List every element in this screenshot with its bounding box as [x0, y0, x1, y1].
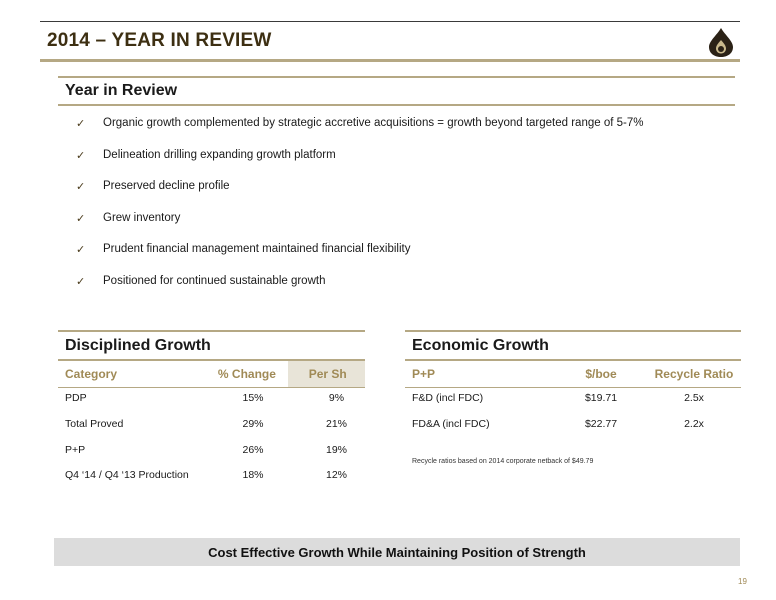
table-row: Q4 ‘14 / Q4 ‘13 Production 18% 12% [58, 462, 375, 488]
dg-header-row: Category % Change Per Sh [58, 361, 365, 387]
bullet-text: Organic growth complemented by strategic… [103, 117, 644, 129]
checkmark-icon: ✓ [76, 149, 86, 162]
table-cell: 29% [242, 418, 264, 430]
column-header: Recycle Ratio [654, 367, 734, 381]
column-header: Per Sh [308, 367, 347, 381]
dg-title: Disciplined Growth [65, 337, 211, 354]
column-header: $/boe [585, 367, 617, 381]
eg-header-rule [405, 387, 741, 388]
checkmark-icon: ✓ [76, 244, 86, 256]
page-number: 19 [738, 577, 747, 586]
column-header: Category [65, 367, 118, 381]
checkmark-icon: ✓ [76, 181, 86, 193]
bullet-text: Grew inventory [103, 211, 181, 224]
table-cell: 12% [325, 469, 347, 481]
table-cell: 9% [328, 392, 345, 404]
table-cell: $22.77 [584, 418, 618, 430]
table-cell: F&D (incl FDC) [412, 392, 484, 404]
table-cell: 2.5x [684, 392, 704, 404]
bullet-text: Preserved decline profile [103, 180, 230, 192]
oil-drop-logo-icon [709, 28, 733, 57]
table-cell: 26% [242, 444, 264, 456]
eg-title: Economic Growth [412, 337, 549, 354]
table-cell: FD&A (incl FDC) [412, 418, 490, 430]
column-header: P+P [412, 367, 436, 381]
slide-title: 2014 – YEAR IN REVIEW [47, 30, 272, 51]
table-cell: Total Proved [65, 418, 124, 430]
dg-header-rule [58, 387, 365, 388]
dg-title-rule [58, 359, 365, 361]
table-cell: P+P [65, 444, 86, 456]
table-row: Total Proved 29% 21% [58, 411, 375, 437]
list-item: ✓ Positioned for continued sustainable gr… [76, 275, 643, 307]
table-cell: 18% [242, 469, 264, 481]
summary-banner-text: Cost Effective Growth While Maintaining … [208, 544, 586, 560]
list-item: ✓ Preserved decline profile [76, 180, 643, 212]
eg-header-row: P+P $/boe Recycle Ratio [405, 361, 741, 387]
table-row: P+P 26% 19% [58, 437, 375, 463]
review-title: Year in Review [65, 82, 178, 99]
per-share-header-shade [288, 361, 365, 387]
list-item: ✓ Grew inventory [76, 212, 643, 244]
bullet-text: Positioned for continued sustainable gro… [103, 274, 326, 287]
review-bullet-list: ✓ Organic growth complemented by strategi… [76, 117, 643, 306]
table-cell: 15% [242, 392, 264, 404]
checkmark-icon: ✓ [76, 118, 86, 130]
checkmark-icon: ✓ [76, 212, 86, 225]
table-row: F&D (incl FDC) $19.71 2.5x [405, 385, 741, 411]
bullet-text: Prudent financial management maintained … [103, 243, 411, 255]
table-cell: 21% [325, 418, 347, 430]
table-cell: 19% [325, 444, 347, 456]
eg-top-rule [405, 330, 741, 332]
table-cell: 2.2x [684, 418, 704, 430]
eg-title-rule [405, 359, 741, 361]
top-rule [40, 21, 740, 22]
table-row: FD&A (incl FDC) $22.77 2.2x [405, 411, 741, 437]
review-bottom-rule [58, 104, 735, 106]
recycle-ratio-note: Recycle ratios based on 2014 corporate n… [412, 458, 594, 465]
table-cell: $19.71 [584, 392, 618, 404]
bullet-text: Delineation drilling expanding growth pl… [103, 148, 336, 161]
dg-top-rule [58, 330, 365, 332]
review-top-rule [58, 76, 735, 78]
table-row: PDP 15% 9% [58, 385, 375, 411]
table-cell: Q4 ‘14 / Q4 ‘13 Production [65, 469, 189, 481]
table-cell: PDP [65, 392, 87, 404]
list-item: ✓ Delineation drilling expanding growth p… [76, 149, 643, 181]
summary-banner: Cost Effective Growth While Maintaining … [54, 538, 740, 566]
list-item: ✓ Prudent financial management maintained… [76, 243, 643, 275]
column-header: % Change [217, 367, 276, 381]
checkmark-icon: ✓ [76, 275, 86, 288]
title-underline [40, 59, 740, 62]
list-item: ✓ Organic growth complemented by strategi… [76, 117, 643, 149]
